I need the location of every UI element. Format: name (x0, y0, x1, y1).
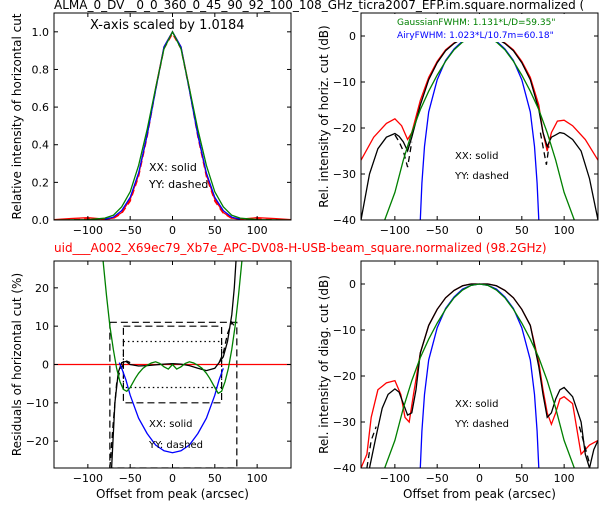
legend-box (392, 14, 570, 42)
plot-area (54, 30, 291, 220)
x-tick-label: 0 (476, 472, 483, 485)
y-tick-label: 0.2 (32, 176, 50, 189)
y-tick-label: 0.6 (32, 101, 50, 114)
y-tick-label: −30 (333, 416, 356, 429)
y-tick-label: 10 (35, 320, 49, 333)
x-tick-label: −50 (426, 472, 449, 485)
series-line-0 (54, 30, 291, 220)
x-tick-label: 100 (554, 472, 575, 485)
y-tick-label: −10 (333, 76, 356, 89)
x-tick-label: 50 (208, 224, 222, 237)
plot-area (54, 261, 291, 468)
y-tick-label: −40 (333, 462, 356, 475)
y-axis-label: Residuals of horizontal cut (%) (10, 273, 24, 456)
series-line-3 (218, 320, 235, 363)
y-tick-label: −20 (26, 435, 49, 448)
series-line-1 (110, 261, 237, 468)
annotation-text: YY: dashed (454, 419, 509, 430)
x-tick-label: 100 (247, 224, 268, 237)
y-tick-label: −20 (333, 122, 356, 135)
series-line-3 (539, 132, 550, 165)
series-line-2 (394, 134, 413, 168)
plot-area (361, 35, 598, 220)
series-line-1 (361, 35, 598, 220)
dashed-tolerance-box (109, 321, 238, 468)
x-tick-label: 100 (554, 224, 575, 237)
y-tick-label: 0 (349, 30, 356, 43)
y-tick-label: 20 (35, 282, 49, 295)
plot-area (361, 283, 598, 468)
legend-entry: AiryFWHM: 1.023*L/10.7m=60.18" (397, 31, 554, 41)
series-line-5 (384, 283, 575, 468)
annotation-text: XX: solid (455, 399, 498, 410)
series-line-4 (419, 35, 540, 220)
series-line-0 (361, 283, 598, 468)
x-tick-label: 50 (515, 224, 529, 237)
y-tick-label: 0 (349, 278, 356, 291)
y-tick-label: 1.0 (32, 26, 50, 39)
y-tick-label: −10 (26, 397, 49, 410)
series-line-0 (361, 35, 598, 161)
series-line-3 (578, 426, 591, 464)
axes-frame (360, 260, 599, 469)
y-tick-label: 0 (42, 359, 49, 372)
y-axis-label: Relative intensity of horizontal cut (10, 13, 24, 219)
annotation-text: XX: solid (149, 419, 192, 430)
x-tick-label: −50 (119, 472, 142, 485)
y-tick-label: 0.0 (32, 214, 50, 227)
x-tick-label: −50 (426, 224, 449, 237)
y-tick-label: −20 (333, 370, 356, 383)
y-axis-label: Rel. intensity of horiz. cut (dB) (317, 25, 331, 207)
x-tick-label: −100 (380, 224, 410, 237)
y-tick-label: −30 (333, 168, 356, 181)
x-tick-label: 0 (169, 224, 176, 237)
annotation-text: YY: dashed (148, 440, 203, 451)
annotation-text: YY: dashed (454, 171, 509, 182)
annotation-text: XX: solid (149, 161, 197, 174)
y-tick-label: 0.4 (32, 139, 50, 152)
annotation-text: X-axis scaled by 1.0184 (90, 18, 245, 33)
x-tick-label: −100 (73, 472, 103, 485)
series-line-1 (368, 283, 598, 468)
x-tick-label: 0 (169, 472, 176, 485)
series-line-1 (54, 32, 291, 220)
x-axis-label: Offset from peak (arcsec) (403, 487, 556, 501)
x-tick-label: 50 (208, 472, 222, 485)
y-tick-label: 0.8 (32, 63, 50, 76)
x-tick-label: 100 (247, 472, 268, 485)
x-tick-label: −100 (380, 472, 410, 485)
series-line-2 (104, 30, 241, 220)
x-tick-label: −50 (119, 224, 142, 237)
legend-entry: GaussianFWHM: 1.131*L/D=59.35" (397, 18, 555, 28)
series-line-5 (102, 261, 243, 395)
series-line-4 (419, 283, 540, 468)
axes-frame (360, 12, 599, 221)
x-tick-label: −100 (73, 224, 103, 237)
annotation-text: YY: dashed (148, 178, 208, 191)
x-tick-label: 50 (515, 472, 529, 485)
series-line-3 (54, 30, 291, 220)
y-axis-label: Rel. intensity of diag. cut (dB) (317, 275, 331, 454)
y-tick-label: −40 (333, 214, 356, 227)
series-line-5 (384, 35, 575, 220)
panel-horizontal-cut-linear: −100 −50 0 50 100 0.0 0.2 0.4 0.6 0.8 1.0 Relative … (10, 12, 292, 237)
annotation-text: XX: solid (455, 151, 498, 162)
x-tick-label: 0 (476, 224, 483, 237)
y-tick-label: −10 (333, 324, 356, 337)
middle-title: uid___A002_X69ec79_Xb7e_APC-DV08-H-USB-b… (54, 241, 547, 255)
series-line-4 (118, 362, 224, 454)
top-title: ALMA_0_DV__0_0_360_0_45_90_92_100_108_GH… (54, 0, 584, 12)
x-axis-label: Offset from peak (arcsec) (96, 487, 249, 501)
